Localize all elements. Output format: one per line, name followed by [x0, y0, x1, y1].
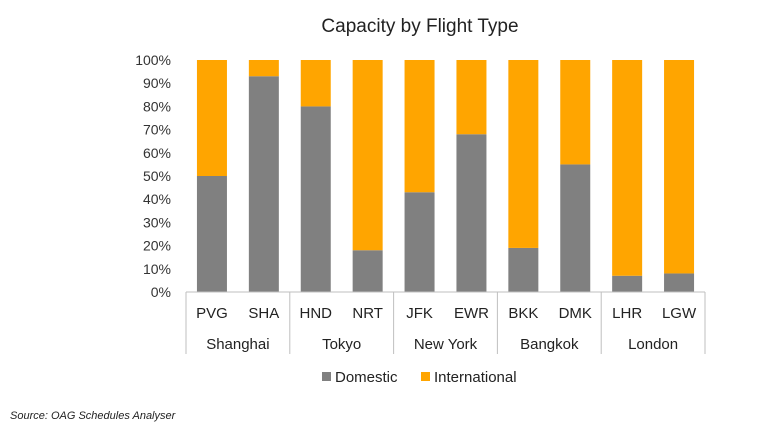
bar-domestic-lhr: [612, 275, 643, 292]
y-tick-label: 10%: [143, 261, 171, 277]
y-tick-label: 30%: [143, 214, 171, 230]
x-category-label: JFK: [406, 305, 433, 322]
x-category-label: EWR: [454, 305, 489, 322]
x-group-label: Bangkok: [520, 336, 579, 353]
bar-international-lhr: [612, 60, 643, 276]
y-axis-ticks: 0% 10% 20% 30% 40% 50% 60% 70% 80% 90% 100%: [135, 52, 171, 300]
chart-title: Capacity by Flight Type: [321, 16, 518, 37]
y-tick-label: 20%: [143, 238, 171, 254]
x-group-label: Shanghai: [206, 336, 269, 353]
bar-domestic-dmk: [560, 164, 591, 292]
y-tick-label: 0%: [151, 284, 171, 300]
bar-international-bkk: [508, 60, 539, 248]
bar-international-lgw: [664, 60, 695, 274]
bar-international-nrt: [352, 60, 383, 251]
y-tick-label: 60%: [143, 145, 171, 161]
bars: [196, 60, 695, 293]
y-tick-label: 40%: [143, 191, 171, 207]
legend-label-domestic: Domestic: [335, 369, 398, 386]
y-tick-label: 90%: [143, 75, 171, 91]
bar-domestic-hnd: [300, 106, 331, 293]
bar-international-ewr: [456, 60, 487, 135]
x-category-label: DMK: [559, 305, 592, 322]
bar-international-sha: [248, 60, 279, 77]
bar-domestic-sha: [248, 76, 279, 293]
x-group-label: New York: [414, 336, 478, 353]
legend-swatch-domestic: [322, 372, 331, 381]
x-category-label: SHA: [248, 305, 279, 322]
legend-label-international: International: [434, 369, 517, 386]
bar-domestic-ewr: [456, 134, 487, 292]
x-category-label: LGW: [662, 305, 697, 322]
bar-domestic-jfk: [404, 192, 435, 292]
bar-international-hnd: [300, 60, 331, 107]
source-note: Source: OAG Schedules Analyser: [10, 410, 176, 422]
y-tick-label: 80%: [143, 98, 171, 114]
bar-international-dmk: [560, 60, 591, 165]
x-group-label: Tokyo: [322, 336, 361, 353]
y-tick-label: 100%: [135, 52, 171, 68]
legend: Domestic International: [322, 369, 517, 386]
bar-domestic-bkk: [508, 247, 539, 292]
y-tick-label: 70%: [143, 122, 171, 138]
x-category-label: PVG: [196, 305, 228, 322]
x-axis: PVG SHA HND NRT JFK EWR BKK DMK LHR LGW Shanghai To…: [185, 291, 706, 354]
x-category-label: LHR: [612, 305, 642, 322]
x-group-label: London: [628, 336, 678, 353]
bar-domestic-lgw: [664, 273, 695, 292]
bar-international-pvg: [196, 60, 227, 176]
bar-domestic-pvg: [196, 176, 227, 292]
legend-swatch-international: [421, 372, 430, 381]
x-category-label: BKK: [508, 305, 538, 322]
x-category-label: NRT: [352, 305, 383, 322]
bar-domestic-nrt: [352, 250, 383, 292]
bar-international-jfk: [404, 60, 435, 193]
y-tick-label: 50%: [143, 168, 171, 184]
x-category-label: HND: [300, 305, 333, 322]
